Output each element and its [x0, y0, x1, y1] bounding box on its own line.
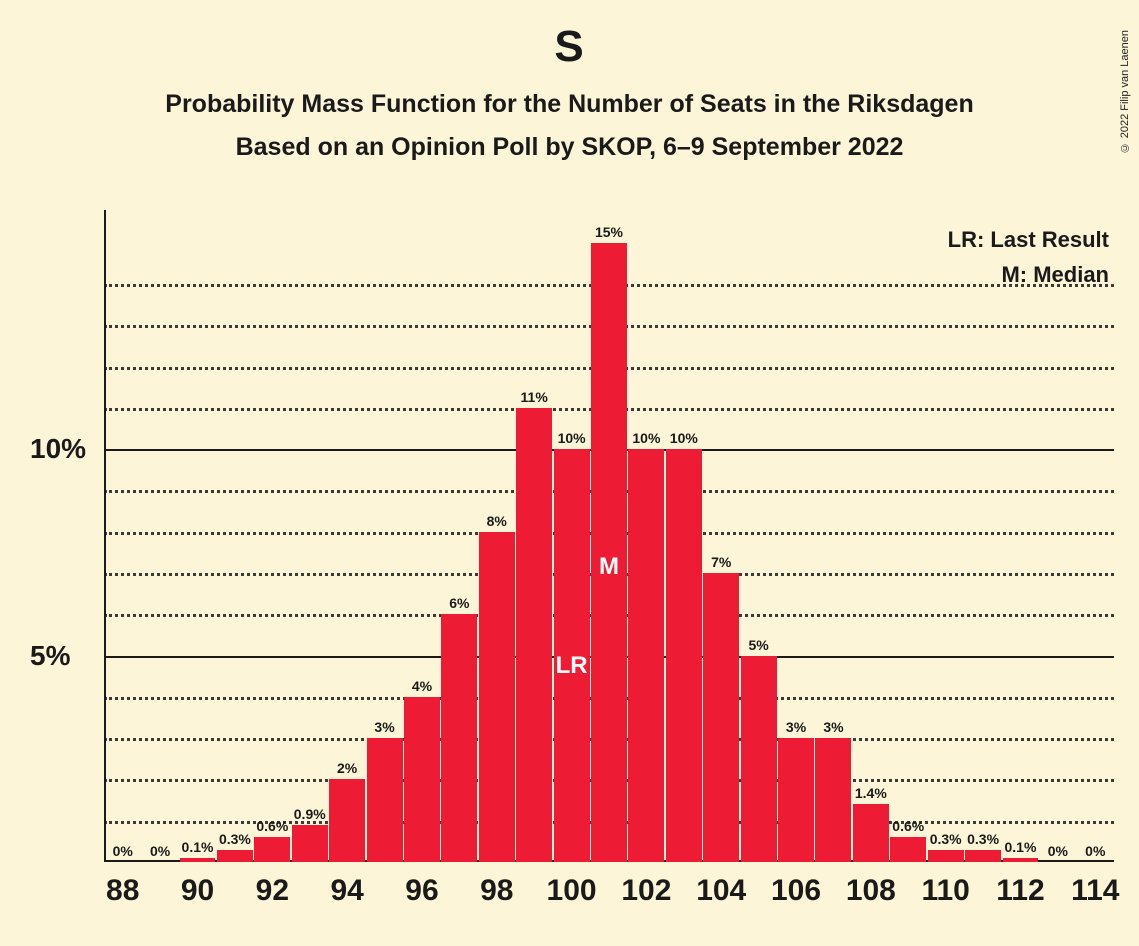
bar: 0.3%	[928, 850, 964, 862]
bar-value-label: 8%	[487, 513, 507, 532]
y-tick-label: 5%	[30, 640, 70, 672]
x-tick-label: 108	[846, 874, 896, 908]
bar: 10%LR	[554, 449, 590, 862]
x-tick-label: 98	[480, 874, 513, 908]
x-tick-label: 96	[405, 874, 438, 908]
bar-value-label: 3%	[374, 719, 394, 738]
bar-value-label: 0.9%	[294, 806, 326, 825]
bar-value-label: 3%	[786, 719, 806, 738]
bar: 3%	[815, 738, 851, 862]
bar-value-label: 0.1%	[182, 839, 214, 858]
bar: 10%	[666, 449, 702, 862]
bar: 2%	[329, 779, 365, 862]
bar: 3%	[778, 738, 814, 862]
x-axis-labels: 889092949698100102104106108110112114	[104, 874, 1114, 924]
bar: 0.3%	[217, 850, 253, 862]
bar-value-label: 10%	[670, 430, 698, 449]
chart-title: S	[0, 22, 1139, 72]
chart-subtitle-2: Based on an Opinion Poll by SKOP, 6–9 Se…	[0, 133, 1139, 162]
bar: 0.6%	[254, 837, 290, 862]
x-tick-label: 94	[330, 874, 363, 908]
bar-marker: M	[599, 553, 619, 581]
bar-value-label: 3%	[823, 719, 843, 738]
bar: 0.1%	[1003, 858, 1039, 862]
bar: 7%	[703, 573, 739, 862]
x-tick-label: 100	[547, 874, 597, 908]
x-tick-label: 110	[921, 874, 969, 908]
bar: 1.4%	[853, 804, 889, 862]
x-tick-label: 112	[996, 874, 1044, 908]
bar-value-label: 0%	[150, 843, 170, 862]
bar-value-label: 0.3%	[967, 831, 999, 850]
bar-value-label: 0%	[113, 843, 133, 862]
x-tick-label: 114	[1071, 874, 1119, 908]
bar-value-label: 0.3%	[219, 831, 251, 850]
chart-subtitle-1: Probability Mass Function for the Number…	[0, 90, 1139, 119]
y-tick-label: 10%	[30, 433, 86, 465]
bar: 0.1%	[180, 858, 216, 862]
bar-value-label: 0.6%	[256, 818, 288, 837]
bar-value-label: 7%	[711, 554, 731, 573]
bar: 5%	[741, 656, 777, 862]
bar: 3%	[367, 738, 403, 862]
bar-value-label: 2%	[337, 760, 357, 779]
bar-value-label: 11%	[521, 389, 548, 408]
bar-value-label: 0%	[1048, 843, 1068, 862]
bar: 6%	[441, 614, 477, 862]
bar-value-label: 15%	[595, 224, 623, 243]
bar: 0.9%	[292, 825, 328, 862]
bar: 8%	[479, 532, 515, 862]
bar-value-label: 4%	[412, 678, 432, 697]
bar-value-label: 0.6%	[892, 818, 924, 837]
x-tick-label: 90	[181, 874, 214, 908]
bar: 15%M	[591, 243, 627, 862]
bar-value-label: 10%	[632, 430, 660, 449]
bar-value-label: 6%	[449, 595, 469, 614]
bar-value-label: 5%	[749, 637, 769, 656]
x-tick-label: 88	[106, 874, 139, 908]
bar-value-label: 0.1%	[1005, 839, 1037, 858]
bars-container: 0%0%0.1%0.3%0.6%0.9%2%3%4%6%8%11%10%LR15…	[104, 222, 1114, 862]
bar: 4%	[404, 697, 440, 862]
bar: 0.6%	[890, 837, 926, 862]
x-tick-label: 106	[771, 874, 821, 908]
x-tick-label: 104	[696, 874, 746, 908]
bar-value-label: 0.3%	[930, 831, 962, 850]
x-tick-label: 102	[621, 874, 671, 908]
bar-value-label: 1.4%	[855, 785, 887, 804]
x-tick-label: 92	[256, 874, 289, 908]
bar-value-label: 0%	[1085, 843, 1105, 862]
chart-plot-area: 5%10% 0%0%0.1%0.3%0.6%0.9%2%3%4%6%8%11%1…	[104, 222, 1114, 862]
bar-value-label: 10%	[558, 430, 586, 449]
bar-marker: LR	[556, 652, 588, 680]
bar: 0.3%	[965, 850, 1001, 862]
bar: 11%	[516, 408, 552, 862]
bar: 10%	[628, 449, 664, 862]
copyright-text: © 2022 Filip van Laenen	[1119, 30, 1131, 153]
